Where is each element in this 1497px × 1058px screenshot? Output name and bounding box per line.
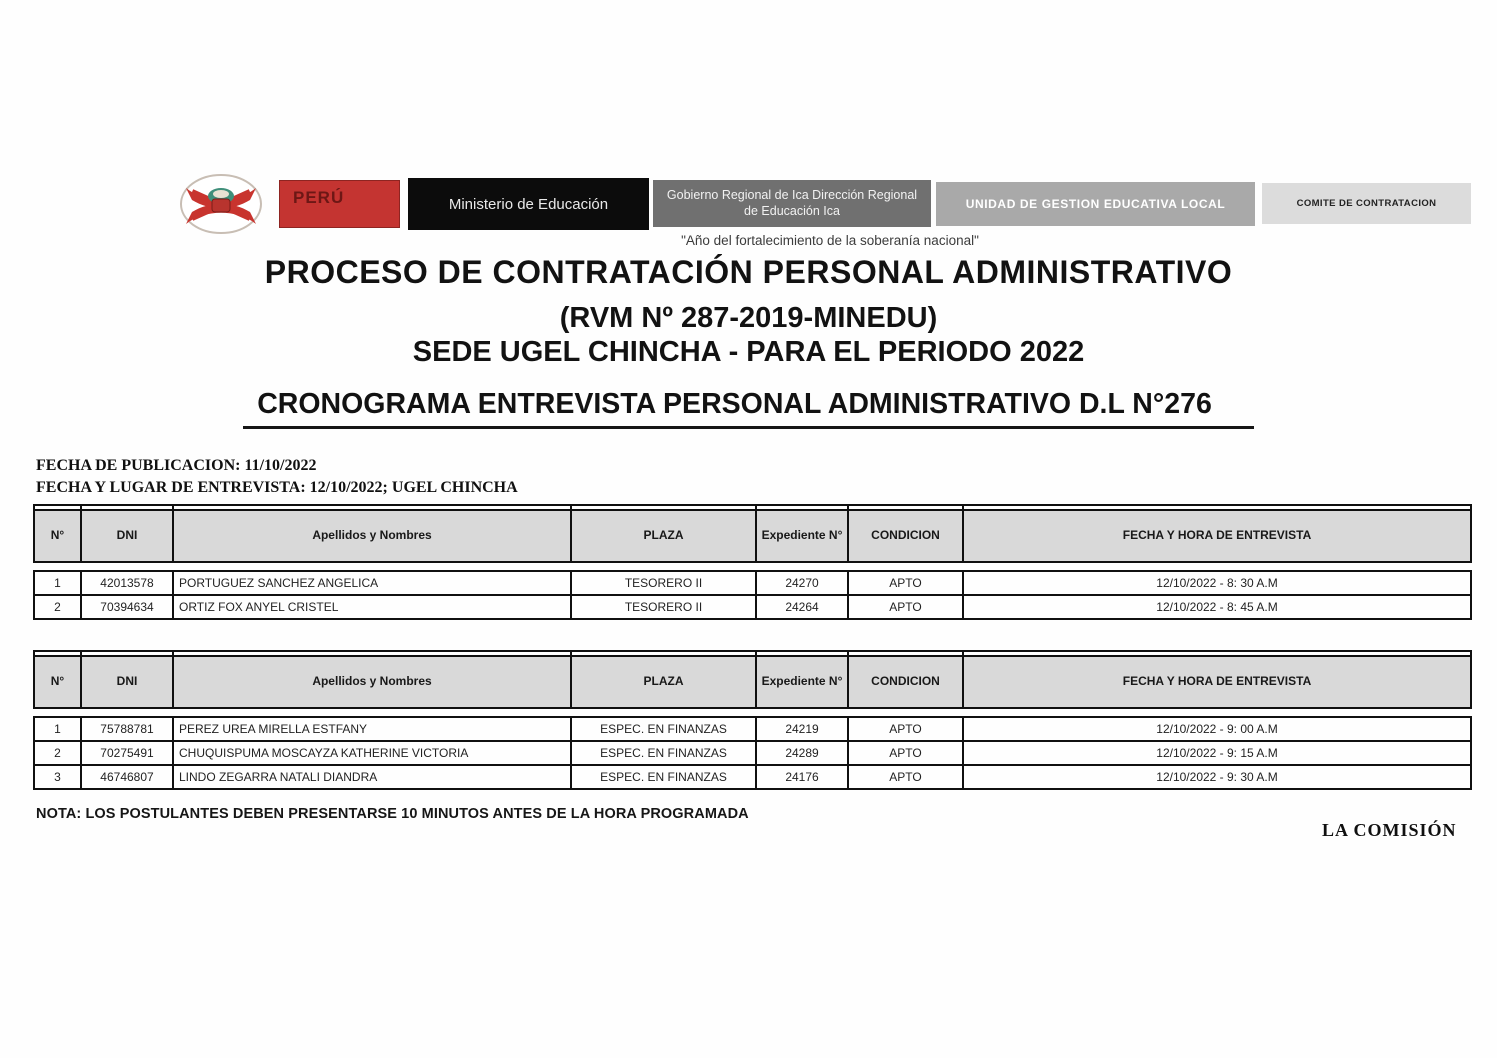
banner-comite-contratacion: COMITE DE CONTRATACION [1262, 183, 1471, 224]
title-sede: SEDE UGEL CHINCHA - PARA EL PERIODO 2022 [412, 336, 1085, 368]
table-spacer-row [33, 504, 1472, 511]
column-header: Apellidos y Nombres [172, 655, 572, 709]
column-header: PLAZA [570, 509, 757, 563]
title-cronograma: CRONOGRAMA ENTREVISTA PERSONAL ADMINISTR… [0, 388, 1497, 429]
table-cell: 75788781 [80, 716, 174, 742]
note-text: NOTA: LOS POSTULANTES DEBEN PRESENTARSE … [36, 806, 749, 822]
motto-text: "Año del fortalecimiento de la soberanía… [681, 233, 979, 248]
table-cell: TESORERO II [570, 570, 757, 596]
table-cell: 24176 [755, 764, 849, 790]
table-cell: 2 [33, 740, 82, 766]
table-cell: 12/10/2022 - 9: 15 A.M [962, 740, 1472, 766]
title-cronograma-text: CRONOGRAMA ENTREVISTA PERSONAL ADMINISTR… [243, 388, 1254, 429]
table-gap-row [34, 708, 1471, 717]
table-header-row: N° DNI Apellidos y Nombres PLAZA Expediente … [33, 655, 1472, 709]
table-cell: ESPEC. EN FINANZAS [570, 716, 757, 742]
table-cell: 70394634 [80, 594, 174, 620]
table-cell: APTO [847, 764, 964, 790]
banner-gobierno-regional: Gobierno Regional de Ica Dirección Regio… [653, 180, 931, 227]
banner-ministerio-educacion: Ministerio de Educación [408, 178, 649, 230]
table-cell: 1 [33, 570, 82, 596]
table-tesorero: N° DNI Apellidos y Nombres PLAZA Expediente … [33, 504, 1472, 620]
table-gap-row [34, 562, 1471, 571]
column-header: CONDICION [847, 655, 964, 709]
column-header: DNI [80, 655, 174, 709]
column-header: CONDICION [847, 509, 964, 563]
table-cell: 12/10/2022 - 8: 30 A.M [962, 570, 1472, 596]
table-row: 1 75788781 PEREZ UREA MIRELLA ESTFANY ESPEC… [33, 716, 1472, 742]
column-header: N° [33, 655, 82, 709]
table-cell: CHUQUISPUMA MOSCAYZA KATHERINE VICTORIA [172, 740, 572, 766]
table-cell: ORTIZ FOX ANYEL CRISTEL [172, 594, 572, 620]
table-cell: 12/10/2022 - 8: 45 A.M [962, 594, 1472, 620]
table-cell: APTO [847, 594, 964, 620]
fecha-publicacion: FECHA DE PUBLICACION: 11/10/2022 [36, 457, 317, 474]
column-header: Expediente N° [755, 655, 849, 709]
page-title: PROCESO DE CONTRATACIÓN PERSONAL ADMINIS… [264, 254, 1233, 290]
table-cell: ESPEC. EN FINANZAS [570, 740, 757, 766]
banner-peru: PERÚ [279, 180, 400, 228]
table-cell: 12/10/2022 - 9: 30 A.M [962, 764, 1472, 790]
table-cell: PEREZ UREA MIRELLA ESTFANY [172, 716, 572, 742]
fecha-entrevista: FECHA Y LUGAR DE ENTREVISTA: 12/10/2022;… [36, 479, 518, 496]
column-header: FECHA Y HORA DE ENTREVISTA [962, 509, 1472, 563]
column-header: N° [33, 509, 82, 563]
table-cell: APTO [847, 740, 964, 766]
table-cell: 24270 [755, 570, 849, 596]
table-row: 2 70394634 ORTIZ FOX ANYEL CRISTEL TESORERO… [33, 594, 1472, 620]
column-header: PLAZA [570, 655, 757, 709]
table-cell: 70275491 [80, 740, 174, 766]
table-header-row: N° DNI Apellidos y Nombres PLAZA Expediente … [33, 509, 1472, 563]
table-cell: 24289 [755, 740, 849, 766]
column-header: Expediente N° [755, 509, 849, 563]
table-row: 3 46746807 LINDO ZEGARRA NATALI DIANDRA ESP… [33, 764, 1472, 790]
table-cell: 3 [33, 764, 82, 790]
table-finanzas: N° DNI Apellidos y Nombres PLAZA Expediente … [33, 650, 1472, 790]
table-cell: TESORERO II [570, 594, 757, 620]
table-spacer-row [33, 650, 1472, 657]
signature-la-comision: LA COMISIÓN [1322, 820, 1457, 840]
table-cell: APTO [847, 570, 964, 596]
table-cell: 2 [33, 594, 82, 620]
table-row: 1 42013578 PORTUGUEZ SANCHEZ ANGELICA TESOR… [33, 570, 1472, 596]
column-header: FECHA Y HORA DE ENTREVISTA [962, 655, 1472, 709]
table-cell: 42013578 [80, 570, 174, 596]
table-cell: LINDO ZEGARRA NATALI DIANDRA [172, 764, 572, 790]
table-cell: APTO [847, 716, 964, 742]
title-rvm: (RVM Nº 287-2019-MINEDU) [559, 302, 938, 334]
column-header: DNI [80, 509, 174, 563]
table-row: 2 70275491 CHUQUISPUMA MOSCAYZA KATHERINE … [33, 740, 1472, 766]
table-cell: 46746807 [80, 764, 174, 790]
banner-ugel: UNIDAD DE GESTION EDUCATIVA LOCAL [936, 182, 1255, 226]
table-cell: 24264 [755, 594, 849, 620]
table-cell: 12/10/2022 - 9: 00 A.M [962, 716, 1472, 742]
table-cell: 1 [33, 716, 82, 742]
table-cell: PORTUGUEZ SANCHEZ ANGELICA [172, 570, 572, 596]
column-header: Apellidos y Nombres [172, 509, 572, 563]
peru-coat-of-arms-icon [178, 172, 264, 238]
table-cell: 24219 [755, 716, 849, 742]
table-cell: ESPEC. EN FINANZAS [570, 764, 757, 790]
